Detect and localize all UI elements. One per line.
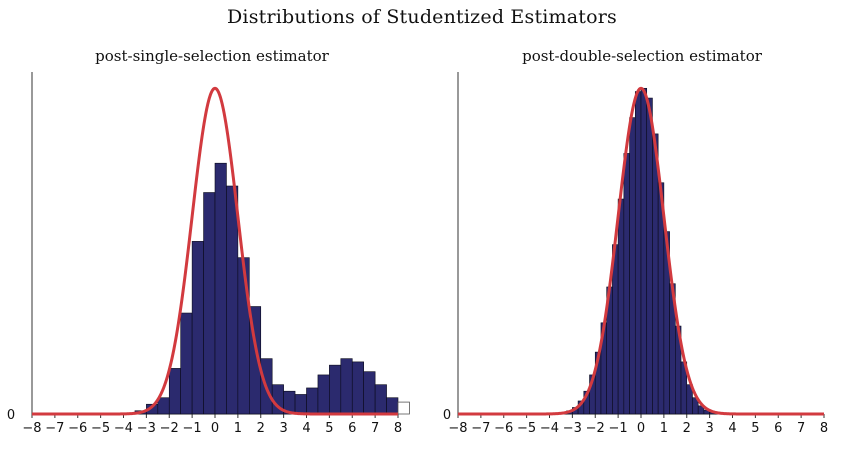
histogram-bar (180, 312, 193, 415)
x-tick-label: −2 (586, 421, 605, 436)
x-tick-label: 4 (302, 421, 310, 436)
histogram-bar (646, 97, 653, 415)
x-tick-label: 4 (728, 421, 736, 436)
y-tick-label: 0 (443, 408, 451, 423)
histogram-bar (191, 241, 204, 415)
histogram-bar (623, 153, 630, 415)
x-tick-label: −8 (448, 421, 467, 436)
histogram-bar (617, 198, 625, 415)
x-tick-label: −4 (114, 421, 133, 436)
x-tick-label: −1 (609, 421, 628, 436)
x-tick-label: −5 (517, 421, 536, 436)
histogram-bar (640, 87, 648, 415)
x-tick-label: −3 (563, 421, 582, 436)
x-tick-label: −6 (68, 421, 87, 436)
histogram-bar (629, 117, 636, 415)
histogram-bar (226, 185, 239, 415)
x-tick-label: −1 (183, 421, 202, 436)
x-tick-label: 3 (279, 421, 287, 436)
normal-density-curve (457, 86, 825, 416)
histogram-bar (340, 358, 353, 415)
histogram-bar (363, 371, 376, 415)
x-tick-label: 0 (637, 421, 645, 436)
x-tick-label: −7 (471, 421, 490, 436)
x-tick-label: −7 (45, 421, 64, 436)
x-tick-label: 6 (774, 421, 782, 436)
x-tick-label: 3 (705, 421, 713, 436)
empty-bin-marker (397, 401, 410, 415)
histogram-bar (317, 374, 330, 415)
y-tick-label: 0 (7, 408, 15, 423)
x-tick-label: 2 (257, 421, 265, 436)
x-tick-label: 8 (820, 421, 828, 436)
histogram-bar (294, 394, 307, 415)
histogram-bar (634, 91, 642, 415)
x-tick-label: 5 (751, 421, 759, 436)
x-tick-label: 7 (797, 421, 805, 436)
histogram-bar (168, 368, 181, 415)
x-tick-label: 7 (371, 421, 379, 436)
histogram-bar (203, 192, 216, 415)
histogram-bar (157, 397, 170, 415)
normal-density-curve (31, 86, 399, 416)
x-tick-label: −3 (137, 421, 156, 436)
panel-title: post-double-selection estimator (522, 47, 763, 65)
x-tick-label: −4 (540, 421, 559, 436)
x-tick-label: 0 (211, 421, 219, 436)
histogram-bar (386, 397, 399, 415)
x-tick-label: −2 (160, 421, 179, 436)
x-tick-label: 1 (660, 421, 668, 436)
x-tick-label: 8 (394, 421, 402, 436)
histogram-bar (306, 387, 319, 415)
histogram-bar (351, 361, 364, 415)
x-tick-label: −8 (22, 421, 41, 436)
x-tick-label: 2 (683, 421, 691, 436)
figure-title: Distributions of Studentized Estimators (226, 6, 618, 28)
histogram-bar (329, 364, 342, 415)
histogram-bar (214, 162, 227, 415)
histogram-bar (652, 133, 659, 415)
x-tick-label: −6 (494, 421, 513, 436)
histogram-bar (237, 257, 250, 415)
x-tick-label: −5 (91, 421, 110, 436)
x-tick-label: 5 (325, 421, 333, 436)
left-histogram-panel: post-single-selection estimator 0 −8 −7 −6 −5… (7, 47, 410, 436)
histogram-bar (374, 384, 387, 415)
x-tick-label: 1 (234, 421, 242, 436)
x-tick-label: 6 (348, 421, 356, 436)
panel-title: post-single-selection estimator (95, 47, 329, 65)
